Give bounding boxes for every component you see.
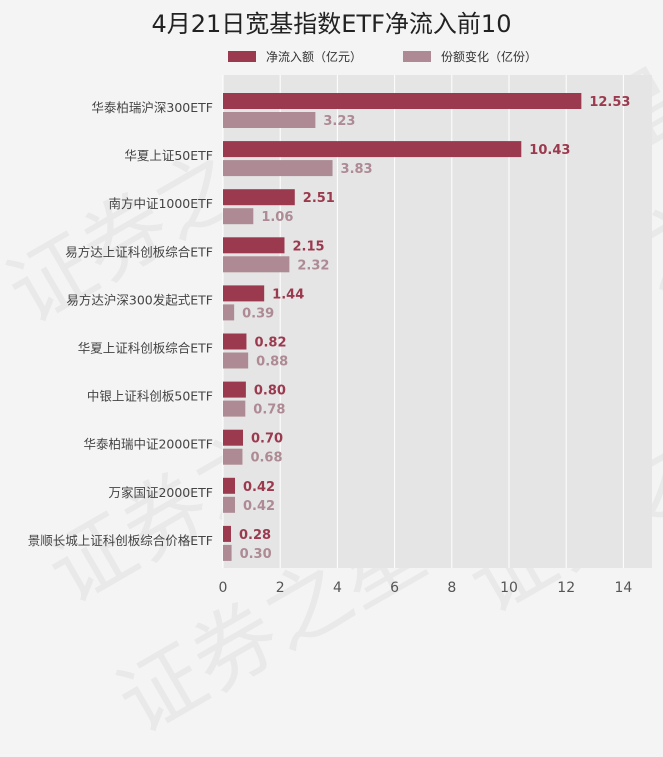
x-tick-label: 2 — [276, 580, 285, 596]
x-tick-label: 6 — [390, 580, 399, 596]
data-label: 0.42 — [243, 480, 275, 495]
bar — [223, 525, 232, 542]
x-tick-label: 12 — [557, 580, 575, 596]
legend-label: 净流入额（亿元） — [266, 49, 362, 64]
legend-item: 份额变化（亿份） — [403, 49, 537, 64]
category-label: 华夏上证50ETF — [124, 148, 213, 163]
bar — [223, 141, 522, 158]
bar — [223, 496, 236, 513]
legend-swatch — [228, 51, 256, 62]
bar — [223, 429, 244, 446]
data-label: 10.43 — [529, 143, 570, 158]
bar — [223, 93, 582, 109]
category-label: 南方中证1000ETF — [108, 196, 213, 211]
category-label: 华泰柏瑞中证2000ETF — [83, 437, 213, 452]
data-label: 0.80 — [254, 384, 286, 399]
plot-background — [223, 75, 652, 568]
chart: 4月21日宽基指数ETF净流入前10 净流入额（亿元） 份额变化（亿份） 0 2 4 6 8 1… — [28, 10, 652, 596]
data-label: 0.78 — [253, 403, 285, 418]
data-label: 2.15 — [292, 239, 324, 254]
data-label: 2.51 — [303, 191, 335, 206]
bar — [223, 352, 249, 369]
bar — [223, 477, 236, 494]
chart-title: 4月21日宽基指数ETF净流入前10 — [152, 10, 512, 38]
data-label: 1.44 — [272, 287, 304, 302]
category-label: 华泰柏瑞沪深300ETF — [91, 100, 213, 115]
category-label: 华夏上证科创板综合ETF — [78, 341, 213, 356]
data-label: 0.82 — [254, 336, 286, 351]
data-label: 0.30 — [240, 547, 272, 562]
legend-item: 净流入额（亿元） — [228, 49, 362, 64]
chart-svg: 4月21日宽基指数ETF净流入前10 净流入额（亿元） 份额变化（亿份） 0 2 4 6 8 1… — [28, 10, 652, 596]
data-label: 0.68 — [250, 451, 282, 466]
data-label: 0.88 — [256, 355, 288, 370]
bar — [223, 256, 290, 273]
category-label: 万家国证2000ETF — [108, 485, 213, 500]
x-tick-label: 4 — [333, 580, 342, 596]
bar — [223, 160, 333, 177]
data-label: 3.23 — [323, 114, 355, 129]
data-label: 2.32 — [297, 258, 329, 273]
bar — [223, 189, 295, 206]
bar — [223, 112, 316, 128]
category-label: 中银上证科创板50ETF — [87, 389, 213, 404]
bar — [223, 237, 285, 254]
category-label: 景顺长城上证科创板综合价格ETF — [28, 533, 213, 548]
bar — [223, 285, 265, 302]
data-label: 3.83 — [341, 162, 373, 177]
legend-label: 份额变化（亿份） — [441, 49, 537, 64]
bar — [223, 208, 254, 225]
bar — [223, 304, 235, 321]
data-label: 12.53 — [589, 95, 630, 110]
bar — [223, 333, 247, 350]
bar — [223, 448, 243, 465]
data-label: 1.06 — [261, 210, 293, 225]
data-label: 0.70 — [251, 432, 283, 447]
data-label: 0.28 — [239, 528, 271, 543]
bar — [223, 400, 246, 417]
bar — [223, 544, 232, 561]
x-tick-label: 10 — [500, 580, 518, 596]
data-label: 0.42 — [243, 499, 275, 514]
category-label: 易方达沪深300发起式ETF — [66, 292, 213, 307]
legend-swatch — [403, 51, 431, 62]
x-tick-label: 14 — [614, 580, 632, 596]
x-tick-label: 0 — [219, 580, 228, 596]
x-tick-label: 8 — [447, 580, 456, 596]
bar — [223, 381, 246, 398]
category-label: 易方达上证科创板综合ETF — [65, 244, 213, 259]
data-label: 0.39 — [242, 306, 274, 321]
